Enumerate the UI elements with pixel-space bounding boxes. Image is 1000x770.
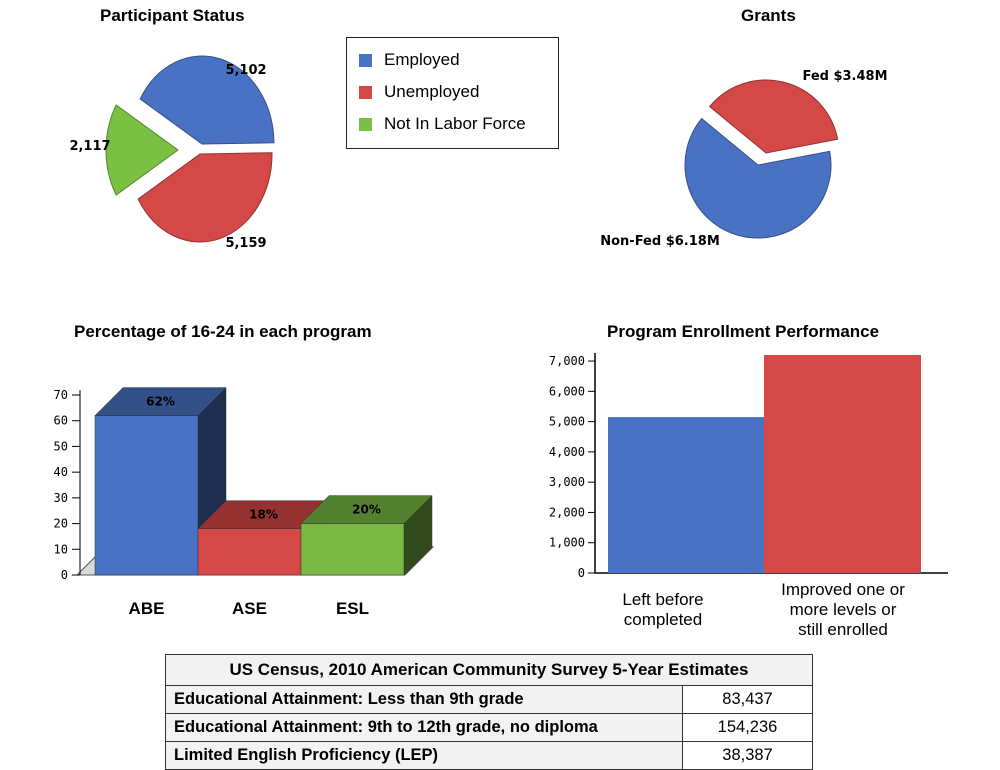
legend-label: Unemployed [384,82,480,101]
bar-abe [94,415,199,576]
enrollment-category-label: Left before completed [598,590,728,630]
enrollment-performance-title: Program Enrollment Performance [607,322,880,341]
pie-slice-employed [139,55,275,145]
table-row: Educational Attainment: Less than 9th gr… [165,685,813,714]
legend-swatch-not-in-labor-force [359,117,372,131]
participant-status-legend: Employed Unemployed Not In Labor Force [346,37,559,149]
legend-item-employed: Employed [359,49,460,71]
pie-data-label: Non-Fed $6.18M [600,234,720,249]
category-label: ABE [129,599,165,618]
legend-item-not-in-labor-force: Not In Labor Force [359,113,526,135]
legend-swatch-unemployed [359,85,372,99]
table-row: Limited English Proficiency (LEP) 38,387 [165,741,813,770]
participant-status-title: Participant Status [100,6,245,25]
census-table-title: US Census, 2010 American Community Surve… [165,654,813,686]
bar-enrollment-0 [608,417,765,573]
pie-data-label: Fed $3.48M [802,69,887,84]
pie-data-label: 5,159 [225,236,266,251]
census-row-label: Educational Attainment: Less than 9th gr… [165,685,683,714]
table-row: Educational Attainment: 9th to 12th grad… [165,713,813,742]
legend-label: Employed [384,50,460,69]
y-tick-label: 60 [54,414,68,428]
category-label-line: completed [623,610,703,629]
pie-data-label: 5,102 [225,63,266,78]
legend-swatch-employed [359,53,372,67]
y-tick-label: 70 [54,388,68,402]
pie-slice-fed [708,79,839,154]
census-row-label: Educational Attainment: 9th to 12th grad… [165,713,683,742]
pie-data-label: 2,117 [69,139,110,154]
category-label-line: Improved one or [781,580,905,599]
census-row-value: 154,236 [682,713,813,742]
census-row-value: 38,387 [682,741,813,770]
y-tick-label: 30 [54,491,68,505]
y-tick-label: 2,000 [549,505,585,519]
bar-esl [300,523,405,576]
bar-data-label: 18% [249,508,278,522]
bar-enrollment-1 [764,355,921,573]
bar-ase [197,528,302,576]
y-tick-label: 4,000 [549,445,585,459]
y-tick-label: 20 [54,517,68,531]
grants-title: Grants [741,6,796,25]
bar-top [94,387,227,416]
y-tick-label: 6,000 [549,384,585,398]
enrollment-category-label: Improved one or more levels or still enrol… [763,580,923,640]
bar-top [300,495,433,524]
category-label-line: Left before [622,590,704,609]
category-label-line: still enrolled [798,620,888,639]
category-label-line: more levels or [789,600,897,619]
y-tick-label: 10 [54,542,68,556]
y-tick-label: 1,000 [549,536,585,550]
y-tick-label: 0 [61,568,68,582]
y-tick-label: 0 [578,566,585,580]
census-row-label: Limited English Proficiency (LEP) [165,741,683,770]
bar-data-label: 20% [352,503,381,517]
census-table: US Census, 2010 American Community Surve… [165,654,813,770]
percentage-16-24-title: Percentage of 16-24 in each program [74,322,372,341]
bar-data-label: 62% [146,395,175,409]
category-label: ASE [232,599,267,618]
legend-label: Not In Labor Force [384,114,526,133]
y-tick-label: 50 [54,439,68,453]
pie-slice-non-fed [684,117,832,239]
y-tick-label: 40 [54,465,68,479]
census-row-value: 83,437 [682,685,813,714]
category-label: ESL [336,599,369,618]
pie-slice-unemployed [137,152,273,243]
census-header-row: US Census, 2010 American Community Surve… [165,654,813,686]
y-tick-label: 3,000 [549,475,585,489]
y-tick-label: 5,000 [549,415,585,429]
y-tick-label: 7,000 [549,354,585,368]
legend-item-unemployed: Unemployed [359,81,479,103]
pie-slice-not-in-labor-force [105,104,179,196]
